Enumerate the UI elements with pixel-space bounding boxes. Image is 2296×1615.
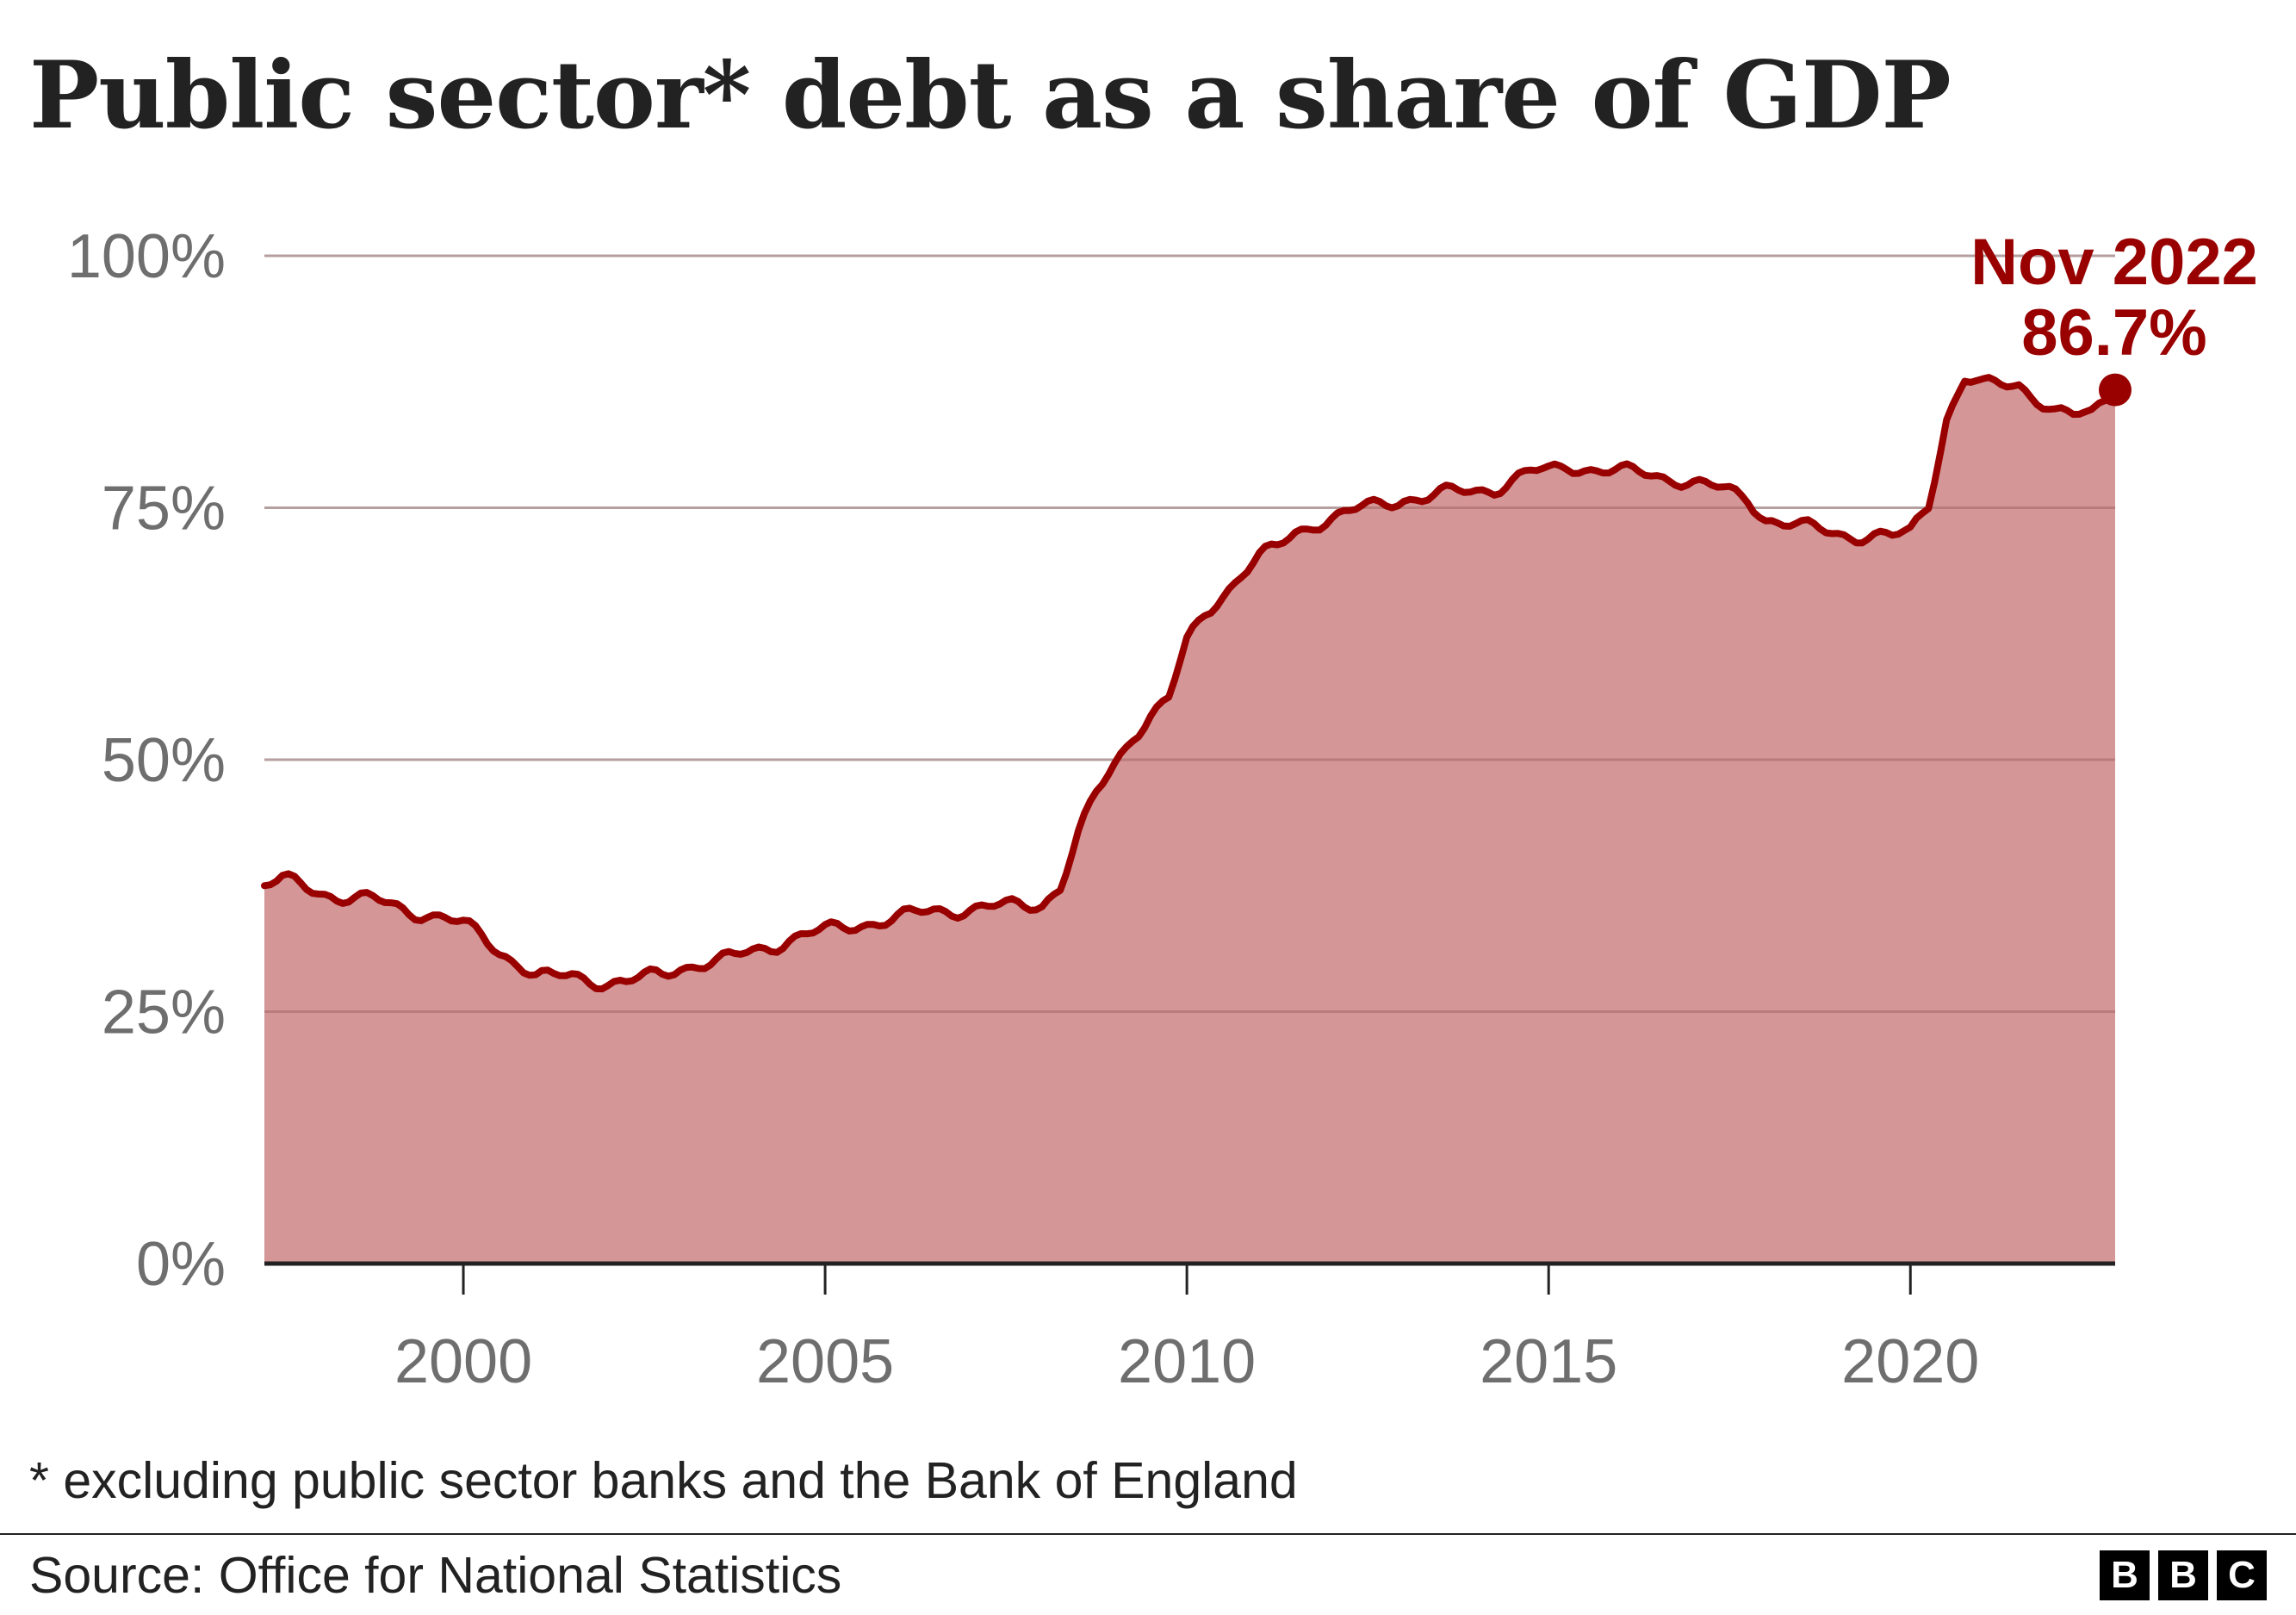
bbc-logo-letter: C <box>2217 1550 2267 1600</box>
bbc-logo-letter: B <box>2100 1550 2150 1600</box>
bbc-logo: B B C <box>2100 1550 2267 1600</box>
x-tick-label: 2010 <box>1118 1327 1256 1396</box>
y-axis: 0% 25% 50% 75% 100% <box>67 222 226 1299</box>
end-point-marker <box>2099 373 2132 407</box>
y-tick-label: 0% <box>136 1230 226 1299</box>
x-axis: 2000 2005 2010 2015 2020 <box>394 1264 1979 1396</box>
annotation-date: Nov 2022 <box>1970 226 2258 299</box>
y-tick-label: 75% <box>102 475 226 544</box>
y-tick-label: 25% <box>102 978 226 1047</box>
annotation-value: 86.7% <box>2021 296 2207 370</box>
bbc-logo-letter: B <box>2158 1550 2208 1600</box>
source-note: Source: Office for National Statistics <box>29 1547 842 1604</box>
footer-divider <box>0 1533 2296 1535</box>
gridlines-overlay <box>264 254 2115 1013</box>
footnote: * excluding public sector banks and the … <box>29 1452 1298 1509</box>
debt-line <box>261 374 2119 993</box>
y-tick-label: 100% <box>67 222 226 291</box>
x-tick-label: 2005 <box>756 1327 894 1396</box>
x-tick-label: 2000 <box>394 1327 532 1396</box>
chart-title: Public sector* debt as a share of GDP <box>29 41 1952 150</box>
area-fill <box>264 377 2115 1264</box>
y-tick-label: 50% <box>102 726 226 795</box>
chart-area: 2000 2005 2010 2015 2020 0% 25% 50% 75% 100% Nov… <box>67 222 2258 1396</box>
x-tick-label: 2015 <box>1480 1327 1617 1396</box>
x-tick-label: 2020 <box>1841 1327 1979 1396</box>
